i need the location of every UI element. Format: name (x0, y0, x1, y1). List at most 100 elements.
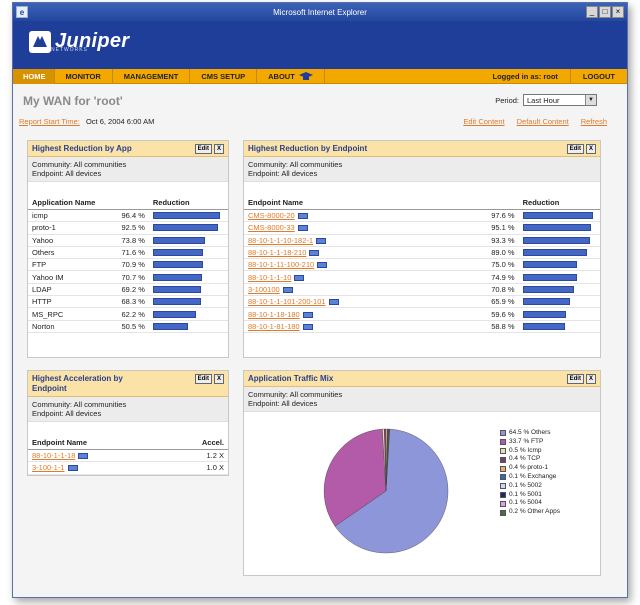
edit-button[interactable]: Edit (566, 144, 584, 154)
graduation-cap-icon[interactable] (298, 71, 313, 81)
table-row[interactable]: icmp 96.4 % (28, 209, 228, 223)
panel-header: Application Traffic Mix Edit X (244, 371, 600, 387)
table-row[interactable]: 3-100-1-1 1.0 X (28, 461, 228, 475)
endpoint-link[interactable]: 88-10-1-18-180 (248, 309, 300, 319)
table-row[interactable]: proto-1 92.5 % (28, 221, 228, 235)
nav-cms-setup-label: CMS SETUP (201, 71, 246, 81)
logout-link[interactable]: LOGOUT (569, 68, 627, 84)
endpoint-link[interactable]: 88-10-1-1-18-210 (248, 248, 307, 258)
table-row[interactable]: HTTP 68.3 % (28, 295, 228, 309)
ie-icon: e (16, 6, 28, 18)
reduction-value: 93.3 % (486, 234, 519, 247)
reduction-value: 62.2 % (116, 307, 149, 321)
table-row[interactable]: Yahoo IM 70.7 % (28, 270, 228, 284)
table-row[interactable]: FTP 70.9 % (28, 258, 228, 272)
reduction-bar-cell (518, 270, 600, 284)
table-row[interactable]: 88-10-1-11-100-210 75.0 % (244, 258, 600, 272)
endpoint-link[interactable]: 3-100100 (248, 284, 280, 294)
table-row[interactable]: CMS-8000-20 97.6 % (244, 209, 600, 223)
reduction-value: 50.5 % (116, 320, 149, 333)
table-row[interactable]: CMS-8000-33 95.1 % (244, 221, 600, 235)
app-name: Yahoo IM (28, 270, 116, 284)
reduction-bar-cell (518, 209, 600, 223)
app-name: Others (28, 246, 116, 260)
edit-content-link[interactable]: Edit Content (463, 117, 505, 126)
panel-filters: Community: All communities Endpoint: All… (28, 397, 228, 422)
period-select[interactable]: Last Hour ▼ (523, 94, 597, 106)
reduction-bar-cell (518, 234, 600, 247)
endpoint-link[interactable]: 88-10-1-1-10-182-1 (248, 235, 314, 245)
table-row[interactable]: 88-10-1-1-10 74.9 % (244, 270, 600, 284)
close-panel-button[interactable]: X (213, 374, 224, 384)
nav-home[interactable]: HOME (13, 68, 55, 84)
minimize-button[interactable]: _ (586, 6, 598, 18)
table-row[interactable]: 88-10-1-81-180 58.8 % (244, 320, 600, 333)
endpoint-filter: Endpoint: All devices (32, 169, 102, 178)
endpoint-link[interactable]: 88-10-1-1-18 (32, 451, 76, 461)
legend-swatch (500, 483, 506, 490)
reduction-value: 58.8 % (486, 320, 519, 333)
close-panel-button[interactable]: X (585, 374, 596, 384)
nav-home-label: HOME (23, 71, 46, 81)
reduction-bar (522, 212, 593, 220)
endpoint-cell: 88-10-1-1-10-182-1 (244, 234, 486, 247)
pie-slice-ftp (323, 428, 387, 527)
reduction-bar-cell (148, 209, 228, 223)
legend-swatch (500, 447, 506, 454)
table-row[interactable]: 88-10-1-18-180 59.6 % (244, 307, 600, 321)
table-row[interactable]: Yahoo 73.8 % (28, 234, 228, 247)
endpoint-link[interactable]: CMS-8000-33 (248, 223, 295, 233)
refresh-link[interactable]: Refresh (580, 117, 607, 126)
table-row[interactable]: Others 71.6 % (28, 246, 228, 260)
reduction-bar (152, 298, 201, 306)
close-panel-button[interactable]: X (585, 144, 596, 154)
reduction-bar-cell (148, 258, 228, 272)
maximize-button[interactable]: □ (599, 6, 611, 18)
close-button[interactable]: × (612, 6, 624, 18)
legend-label: 0.1 % 5004 (509, 499, 542, 507)
endpoint-link[interactable]: 3-100-1-1 (32, 463, 65, 473)
title-bar[interactable]: e Microsoft Internet Explorer _ □ × (13, 3, 627, 21)
reduction-value: 70.9 % (116, 258, 149, 272)
table-row[interactable]: 88-10-1-1-101-200-101 65.9 % (244, 295, 600, 309)
legend-item: 0.1 % 5004 (500, 499, 560, 508)
reduction-bar-cell (148, 295, 228, 309)
nav-monitor[interactable]: MONITOR (55, 68, 113, 84)
endpoint-link[interactable]: 88-10-1-1-101-200-101 (248, 297, 326, 307)
endpoint-link[interactable]: 88-10-1-11-100-210 (248, 260, 315, 270)
nav-monitor-label: MONITOR (65, 71, 101, 81)
chevron-down-icon[interactable]: ▼ (585, 95, 596, 105)
table-row[interactable]: 3-100100 70.8 % (244, 283, 600, 297)
legend-item: 0.1 % Exchange (500, 473, 560, 482)
close-panel-button[interactable]: X (213, 144, 224, 154)
edit-button[interactable]: Edit (194, 144, 212, 154)
table-row[interactable]: 88-10-1-1-18 1.2 X (28, 449, 228, 463)
table-row[interactable]: LDAP 69.2 % (28, 283, 228, 297)
nav-cms-setup[interactable]: CMS SETUP (190, 68, 258, 84)
logged-in-status: Logged in as: root (492, 71, 558, 81)
period-label: Period: (495, 95, 519, 105)
panel-filters: Community: All communities Endpoint: All… (28, 157, 228, 182)
endpoint-link[interactable]: 88-10-1-81-180 (248, 321, 300, 331)
pie-slice-others (334, 428, 449, 554)
col-reduction: Reduction (148, 196, 228, 210)
endpoint-device-icon (309, 250, 320, 257)
edit-button[interactable]: Edit (566, 374, 584, 384)
nav-management[interactable]: MANAGEMENT (113, 68, 191, 84)
table-row[interactable]: Norton 50.5 % (28, 320, 228, 333)
reduction-bar (152, 224, 218, 232)
edit-button[interactable]: Edit (194, 374, 212, 384)
default-content-link[interactable]: Default Content (516, 117, 569, 126)
endpoint-link[interactable]: CMS-8000-20 (248, 211, 295, 221)
legend-label: 0.1 % 5002 (509, 481, 542, 489)
app-name: MS_RPC (28, 307, 116, 321)
endpoint-link[interactable]: 88-10-1-1-10 (248, 272, 292, 282)
legend-swatch (500, 456, 506, 463)
table-row[interactable]: 88-10-1-1-18-210 89.0 % (244, 246, 600, 260)
reduction-bar-cell (148, 270, 228, 284)
nav-about[interactable]: ABOUT (257, 68, 325, 84)
col-application-name: Application Name (28, 196, 116, 210)
table-row[interactable]: 88-10-1-1-10-182-1 93.3 % (244, 234, 600, 247)
juniper-logo[interactable]: Juniper (29, 30, 129, 53)
table-row[interactable]: MS_RPC 62.2 % (28, 307, 228, 321)
